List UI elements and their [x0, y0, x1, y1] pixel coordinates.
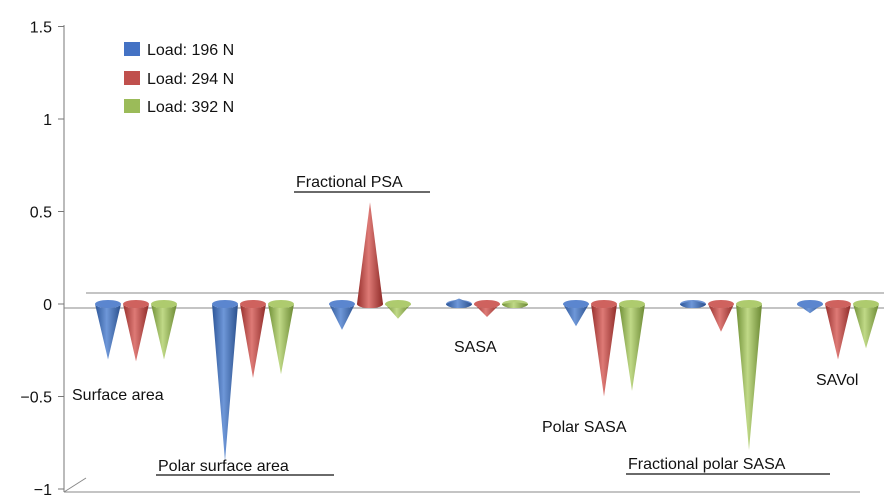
cone-body — [123, 304, 149, 362]
legend: Load: 196 N Load: 294 N Load: 392 N — [124, 42, 234, 116]
cone-mark — [680, 300, 706, 308]
cone-base — [268, 300, 294, 308]
cone-base — [591, 300, 617, 308]
cone-body — [591, 304, 617, 397]
cone-base — [151, 300, 177, 308]
cone-mark — [268, 300, 294, 375]
cone-mark — [95, 300, 121, 360]
cone-body — [95, 304, 121, 360]
legend-label-196: Load: 196 N — [147, 42, 234, 59]
category-label-polar-surface-area: Polar surface area — [158, 458, 289, 475]
cone-body — [151, 304, 177, 360]
cone-base — [212, 300, 238, 308]
cone-mark — [853, 300, 879, 349]
y-tick-label: 1 — [43, 112, 52, 129]
cone-body — [619, 304, 645, 391]
cone-mark — [357, 202, 383, 308]
cone-body — [240, 304, 266, 378]
cone-base — [736, 300, 762, 308]
cone-base — [123, 300, 149, 308]
cone-body — [385, 304, 411, 319]
cone-base — [240, 300, 266, 308]
category-label-fractional-polar-sasa: Fractional polar SASA — [628, 456, 786, 473]
category-label-surface-area: Surface area — [72, 387, 164, 404]
cone-mark — [446, 298, 472, 308]
cone-mark — [825, 300, 851, 360]
cone-mark — [329, 300, 355, 330]
cone-body — [329, 304, 355, 330]
cone-mark — [385, 300, 411, 319]
cone-body — [797, 304, 823, 314]
cone-base — [95, 300, 121, 308]
cone-base — [385, 300, 411, 308]
cone-base — [825, 300, 851, 308]
y-tick-label: −1 — [34, 482, 52, 499]
cone-mark — [240, 300, 266, 378]
cone-body — [474, 304, 500, 317]
cone-mark — [151, 300, 177, 360]
cone-mark — [212, 300, 238, 462]
y-tick-label: −0.5 — [20, 390, 52, 407]
cone-mark — [736, 300, 762, 451]
y-tick-label: 1.5 — [30, 20, 52, 37]
cone-body — [736, 304, 762, 451]
legend-swatch-294 — [124, 71, 140, 85]
cone-base — [329, 300, 355, 308]
cone-base — [563, 300, 589, 308]
category-label-polar-sasa: Polar SASA — [542, 419, 627, 436]
cone-body — [680, 300, 706, 308]
legend-label-392: Load: 392 N — [147, 99, 234, 116]
cone-mark — [123, 300, 149, 362]
category-label-fractional-psa: Fractional PSA — [296, 174, 403, 191]
cone-base — [853, 300, 879, 308]
cone-base — [474, 300, 500, 308]
cone-mark — [591, 300, 617, 397]
category-label-sasa: SASA — [454, 339, 497, 356]
legend-swatch-196 — [124, 42, 140, 56]
cone-body — [502, 302, 528, 308]
cone-mark — [797, 300, 823, 314]
cone-body — [853, 304, 879, 349]
legend-swatch-392 — [124, 99, 140, 113]
cone-body — [357, 202, 383, 308]
cone-mark — [474, 300, 500, 317]
floor-diagonal — [63, 477, 87, 493]
cone-base — [619, 300, 645, 308]
cone-mark — [619, 300, 645, 391]
cone-mark — [708, 300, 734, 332]
y-tick-label: 0.5 — [30, 205, 52, 222]
cone-body — [268, 304, 294, 375]
category-label-savol: SAVol — [816, 372, 858, 389]
cone-mark — [502, 300, 528, 308]
cone-base — [708, 300, 734, 308]
y-tick-label: 0 — [43, 297, 52, 314]
cone-body — [708, 304, 734, 332]
cone-base — [797, 300, 823, 308]
cone-mark — [563, 300, 589, 327]
cone-body — [446, 298, 472, 308]
cone-body — [212, 304, 238, 462]
cone-body — [563, 304, 589, 327]
cone-body — [825, 304, 851, 360]
legend-label-294: Load: 294 N — [147, 71, 234, 88]
